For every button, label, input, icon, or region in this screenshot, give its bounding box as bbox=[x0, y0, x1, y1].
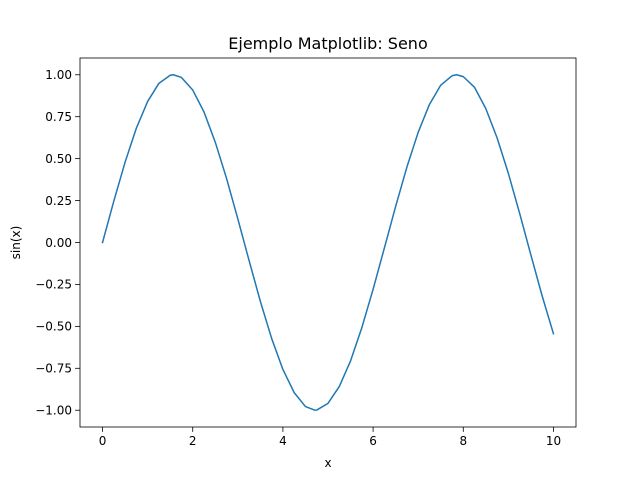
y-tick-label: −1.00 bbox=[35, 404, 72, 418]
x-axis-ticks: 0 2 4 6 8 10 bbox=[99, 427, 561, 448]
y-tick-label: −0.50 bbox=[35, 320, 72, 334]
y-tick-label: 0.50 bbox=[45, 152, 72, 166]
x-tick-label: 10 bbox=[546, 434, 561, 448]
y-tick-label: 0.25 bbox=[45, 194, 72, 208]
y-tick-label: 1.00 bbox=[45, 68, 72, 82]
y-axis-label: sin(x) bbox=[9, 226, 23, 260]
x-tick-label: 6 bbox=[369, 434, 377, 448]
x-tick-label: 0 bbox=[99, 434, 107, 448]
x-tick-label: 8 bbox=[459, 434, 467, 448]
plot-area bbox=[80, 58, 576, 427]
x-axis-label: x bbox=[324, 456, 331, 470]
y-tick-label: −0.75 bbox=[35, 362, 72, 376]
chart-title: Ejemplo Matplotlib: Seno bbox=[228, 34, 427, 53]
plot-frame bbox=[79, 57, 577, 428]
sine-series-line bbox=[101, 74, 555, 411]
y-tick-label: −0.25 bbox=[35, 278, 72, 292]
y-axis-ticks: −1.00 −0.75 −0.50 −0.25 0.00 0.25 0.50 0.75 1.00 bbox=[35, 68, 80, 418]
x-tick-label: 4 bbox=[279, 434, 287, 448]
x-tick-label: 2 bbox=[189, 434, 197, 448]
y-tick-label: 0.75 bbox=[45, 110, 72, 124]
y-tick-label: 0.00 bbox=[45, 236, 72, 250]
